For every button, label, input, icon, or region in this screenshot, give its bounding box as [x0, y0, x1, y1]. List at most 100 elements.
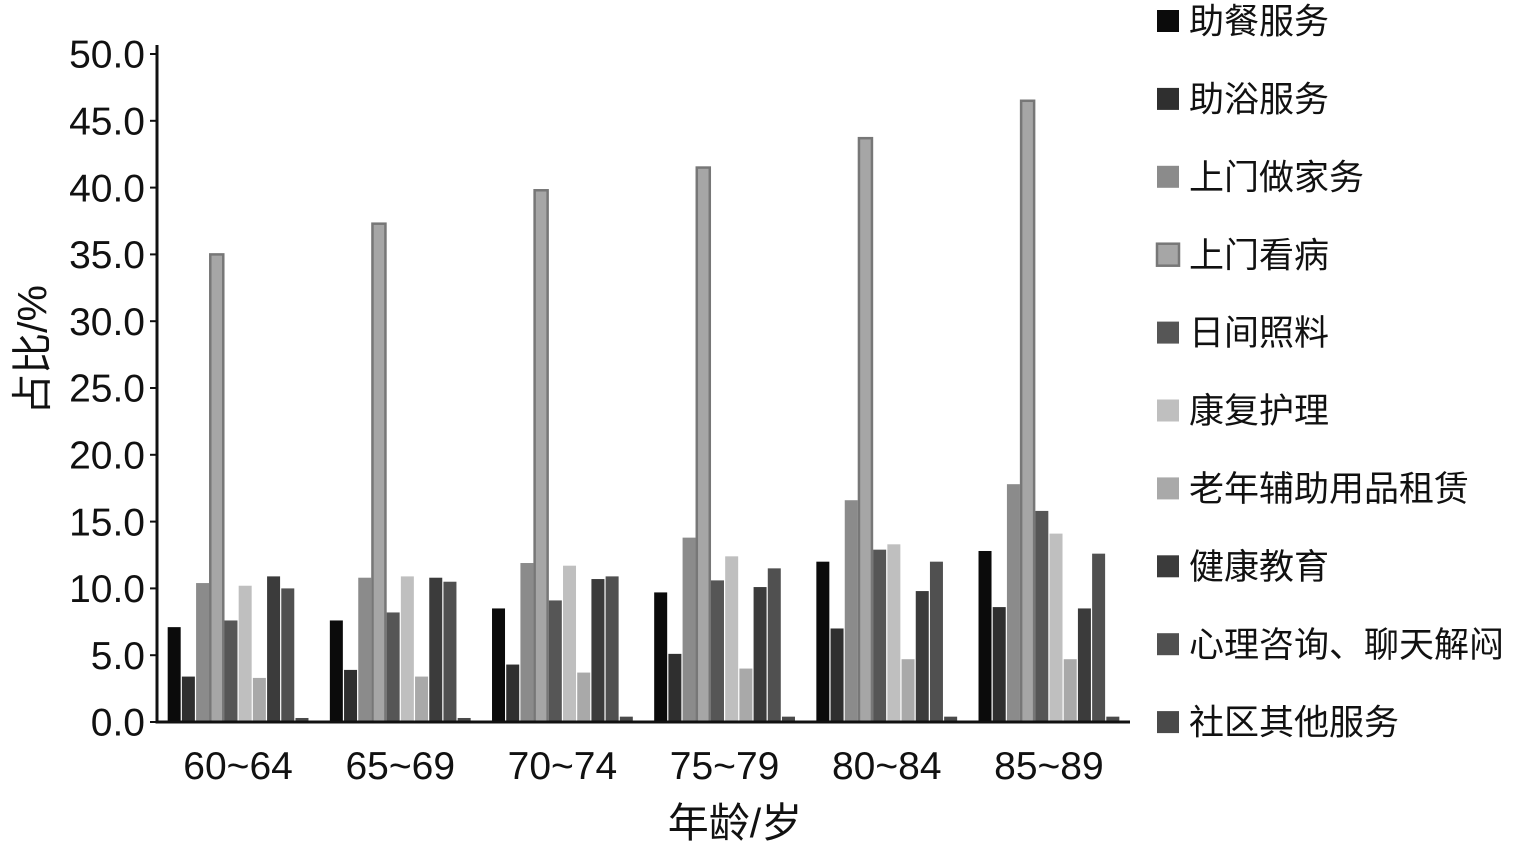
x-tick-label: 70~74 — [508, 745, 618, 788]
y-tick-label: 0.0 — [91, 702, 145, 745]
bar — [548, 600, 562, 722]
bar — [267, 576, 281, 722]
bar — [492, 608, 506, 722]
legend-item: 上门看病 — [1155, 236, 1329, 275]
bar — [295, 717, 309, 722]
legend-label: 康复护理 — [1189, 392, 1329, 431]
legend-swatch — [1157, 477, 1179, 500]
y-tick-label: 45.0 — [69, 100, 145, 143]
legend-swatch — [1157, 87, 1179, 110]
legend-swatch — [1157, 633, 1179, 656]
bar — [415, 676, 429, 722]
x-axis-label: 年龄/岁 — [668, 800, 802, 844]
x-tick-label: 65~69 — [345, 745, 455, 788]
bar — [873, 549, 887, 722]
y-tick-label: 15.0 — [69, 501, 145, 544]
bar — [429, 577, 443, 722]
legend-item: 心理咨询、聊天解闷 — [1157, 626, 1504, 665]
bar — [668, 653, 682, 722]
legend-label: 心理咨询、聊天解闷 — [1189, 626, 1504, 665]
bar — [739, 668, 753, 722]
legend-swatch — [1157, 10, 1179, 32]
bar — [978, 550, 992, 722]
x-tick-label: 60~64 — [183, 745, 293, 788]
bar — [1049, 533, 1063, 722]
bar — [1092, 553, 1106, 722]
bar — [753, 587, 767, 722]
bar — [725, 556, 739, 722]
bar — [605, 576, 619, 722]
legend: 助餐服务助浴服务上门做家务上门看病日间照料康复护理老年辅助用品租赁健康教育心理咨… — [1155, 3, 1504, 743]
bar — [857, 136, 874, 724]
y-tick-label: 50.0 — [69, 34, 145, 77]
bar — [196, 583, 210, 722]
bar — [1077, 608, 1091, 722]
bar — [209, 253, 225, 724]
bar — [371, 222, 387, 724]
bar — [181, 676, 195, 722]
legend-label: 上门看病 — [1189, 236, 1329, 275]
bar — [830, 628, 844, 722]
bar — [329, 620, 343, 722]
bar — [400, 576, 414, 722]
bar — [710, 580, 724, 722]
bar — [929, 561, 943, 722]
y-axis-label: 占比/% — [9, 285, 55, 415]
legend-label: 老年辅助用品租赁 — [1189, 470, 1469, 509]
bar — [781, 716, 795, 722]
legend-swatch — [1157, 399, 1179, 422]
bar — [224, 620, 238, 722]
x-tick-labels: 60~64 65~69 70~74 75~79 80~84 85~89 — [183, 745, 1103, 788]
bar — [1006, 484, 1020, 722]
bar — [844, 500, 858, 722]
bar — [1106, 716, 1120, 722]
legend-swatch — [1157, 321, 1179, 344]
legend-item: 老年辅助用品租赁 — [1157, 470, 1469, 509]
legend-item: 日间照料 — [1157, 314, 1329, 353]
y-tick-labels: 0.0 5.0 10.0 15.0 20.0 25.0 30.0 35.0 40.0 45.0 50… — [69, 34, 157, 745]
bar — [887, 544, 901, 722]
bar — [1035, 510, 1049, 722]
bar — [1063, 659, 1077, 722]
bar — [1019, 99, 1036, 724]
bar — [238, 585, 252, 722]
bar — [281, 588, 295, 722]
y-tick-label: 30.0 — [69, 301, 145, 344]
x-tick-label: 75~79 — [670, 745, 780, 788]
bar — [533, 189, 549, 724]
bar — [944, 716, 958, 722]
legend-label: 健康教育 — [1189, 548, 1329, 587]
bars-layer — [167, 99, 1120, 724]
legend-swatch — [1155, 242, 1181, 267]
legend-swatch — [1157, 711, 1179, 734]
legend-swatch — [1157, 165, 1179, 188]
legend-item: 康复护理 — [1157, 392, 1329, 431]
bar — [992, 607, 1006, 722]
y-tick-label: 5.0 — [91, 635, 145, 678]
legend-item: 助餐服务 — [1157, 3, 1329, 42]
y-tick-label: 25.0 — [69, 368, 145, 411]
bar — [767, 568, 781, 722]
y-tick-label: 40.0 — [69, 167, 145, 210]
bar — [506, 664, 520, 722]
bar — [695, 166, 712, 724]
legend-label: 日间照料 — [1189, 314, 1329, 353]
y-tick-label: 35.0 — [69, 234, 145, 277]
axes — [155, 45, 1130, 724]
x-tick-label: 80~84 — [832, 745, 942, 788]
y-tick-label: 10.0 — [69, 568, 145, 611]
bar — [358, 577, 372, 722]
legend-label: 助浴服务 — [1189, 81, 1329, 120]
legend-item: 上门做家务 — [1157, 158, 1364, 197]
bar — [386, 612, 400, 722]
legend-label: 社区其他服务 — [1189, 704, 1399, 743]
bar — [577, 672, 591, 722]
legend-label: 上门做家务 — [1189, 158, 1364, 197]
bar — [591, 579, 605, 722]
bar — [344, 669, 358, 722]
legend-item: 健康教育 — [1157, 548, 1329, 587]
legend-item: 助浴服务 — [1157, 81, 1329, 120]
bar — [915, 591, 929, 722]
bar — [682, 537, 696, 722]
